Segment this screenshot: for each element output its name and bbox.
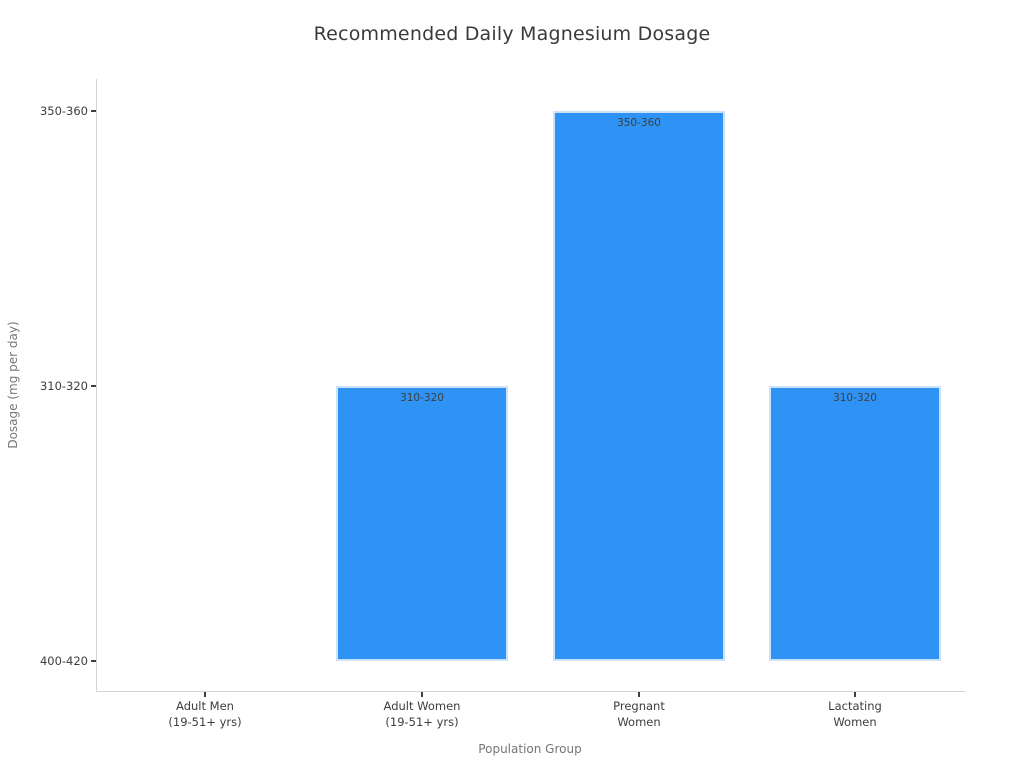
y-tick <box>91 660 96 662</box>
x-tick-label: Pregnant Women <box>613 699 665 729</box>
x-tick <box>421 692 423 697</box>
bar-value-label: 350-360 <box>617 117 661 129</box>
bar-lactating: 310-320 <box>769 386 941 661</box>
x-tick-label: Adult Women (19-51+ yrs) <box>383 699 461 729</box>
bar-value-label: 310-320 <box>833 392 877 404</box>
chart-title: Recommended Daily Magnesium Dosage <box>313 23 711 45</box>
y-tick-label: 310-320 <box>39 379 88 393</box>
y-axis-spine <box>96 79 98 692</box>
y-tick-label: 400-420 <box>39 654 88 668</box>
bar-pregnant: 350-360 <box>553 111 725 661</box>
x-tick <box>204 692 206 697</box>
x-tick-label: Adult Men (19-51+ yrs) <box>168 699 242 729</box>
x-axis-label: Population Group <box>478 742 582 756</box>
x-axis-spine <box>96 691 965 693</box>
x-tick <box>638 692 640 697</box>
x-tick-label: Lactating Women <box>828 699 882 729</box>
bar-value-label: 310-320 <box>400 392 444 404</box>
y-tick <box>91 385 96 387</box>
y-tick-label: 350-360 <box>39 104 88 118</box>
bar-adult-women: 310-320 <box>336 386 508 661</box>
y-tick <box>91 110 96 112</box>
x-tick <box>854 692 856 697</box>
